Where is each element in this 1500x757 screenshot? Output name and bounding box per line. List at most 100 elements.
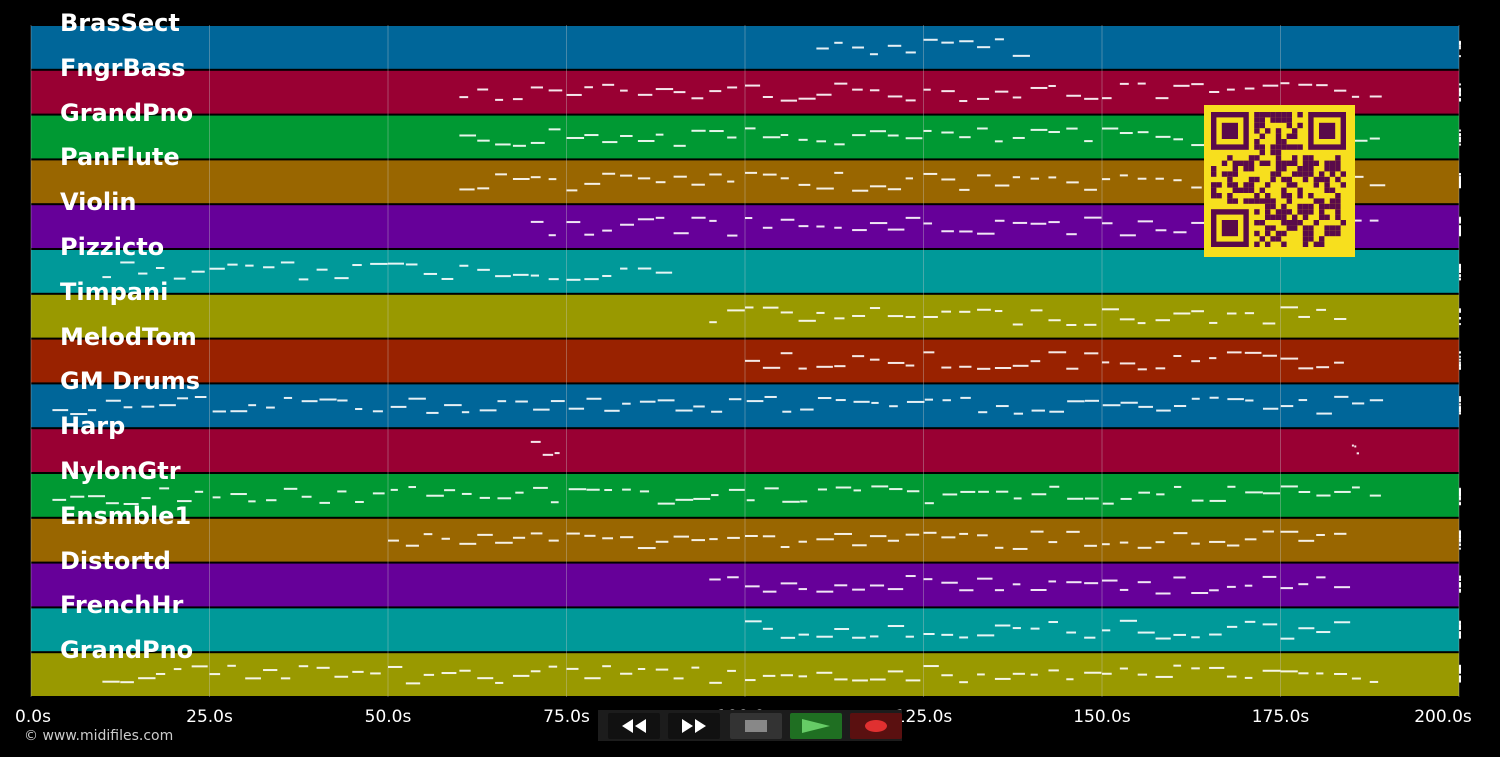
note-bar: [512, 98, 523, 101]
qr-module: [1286, 112, 1292, 118]
note-bar: [655, 668, 669, 671]
note-bar: [959, 100, 968, 103]
note-bar: [959, 136, 971, 139]
note-bar: [1280, 306, 1298, 309]
qr-module: [1302, 209, 1309, 215]
note-bar: [1459, 534, 1461, 537]
note-bar: [639, 490, 650, 493]
track-lane[interactable]: [31, 518, 1459, 562]
qr-module: [1254, 198, 1260, 204]
track-lane[interactable]: [31, 26, 1459, 69]
note-bar: [637, 267, 652, 270]
note-bar: [816, 311, 825, 314]
track-lane[interactable]: [31, 429, 1459, 472]
note-bar: [941, 633, 954, 636]
qr-module: [1281, 214, 1287, 220]
track-lane[interactable]: [31, 563, 1459, 607]
note-bar: [1459, 226, 1461, 229]
note-bar: [1459, 400, 1461, 403]
qr-module: [1335, 209, 1341, 215]
note-bar: [905, 99, 916, 102]
play-button[interactable]: [790, 713, 842, 739]
note-bar: [1066, 233, 1077, 236]
note-bar: [159, 487, 170, 490]
track-lane[interactable]: [31, 474, 1459, 517]
qr-module: [1297, 171, 1303, 177]
note-bar: [602, 83, 615, 86]
note-bar: [780, 177, 789, 180]
note-bar: [1459, 668, 1461, 671]
note-bar: [1459, 590, 1461, 593]
qr-module: [1248, 166, 1255, 172]
note-bar: [1316, 494, 1331, 497]
fast-forward-button[interactable]: [668, 713, 720, 739]
note-bar: [1262, 530, 1274, 533]
note-bar: [355, 408, 363, 411]
note-bar: [905, 51, 916, 54]
note-bar: [905, 137, 923, 140]
note-bar: [869, 307, 881, 310]
note-bar: [869, 584, 885, 587]
qr-module: [1259, 117, 1265, 123]
stop-button[interactable]: [730, 713, 782, 739]
note-bar: [1102, 502, 1114, 505]
note-bar: [745, 585, 760, 588]
qr-module: [1270, 225, 1276, 231]
note-bar: [1459, 633, 1461, 636]
note-bar: [887, 539, 899, 542]
note-bar: [568, 488, 587, 491]
note-bar: [1119, 132, 1133, 135]
note-bar: [1459, 231, 1461, 234]
note-bar: [1459, 678, 1461, 681]
qr-module: [1275, 117, 1282, 123]
note-bar: [691, 666, 700, 669]
note-bar: [1459, 323, 1461, 326]
note-bar: [834, 678, 848, 681]
transport-controls: [598, 710, 902, 741]
track-lane[interactable]: [31, 294, 1459, 338]
note-bar: [1012, 627, 1021, 630]
note-bar: [1280, 357, 1299, 360]
note-bar: [1459, 667, 1461, 670]
note-bar: [444, 404, 462, 407]
track-lane[interactable]: [31, 608, 1459, 652]
track-lane[interactable]: [31, 384, 1459, 428]
note-bar: [620, 134, 633, 137]
note-bar: [959, 636, 969, 639]
note-bar: [709, 538, 718, 541]
note-bar: [1354, 445, 1357, 448]
record-button[interactable]: [850, 713, 902, 739]
qr-module: [1243, 187, 1249, 193]
note-bar: [887, 588, 904, 591]
note-bar: [530, 440, 541, 443]
note-bar: [212, 410, 226, 413]
rewind-button[interactable]: [608, 713, 660, 739]
track-lane[interactable]: [31, 653, 1459, 696]
note-bar: [816, 47, 829, 50]
note-bar: [1102, 672, 1112, 675]
note-bar: [994, 310, 1003, 313]
note-bar: [405, 682, 421, 685]
note-bar: [548, 539, 559, 542]
note-bar: [280, 261, 295, 264]
note-bar: [941, 90, 955, 93]
track-lane[interactable]: [31, 250, 1459, 293]
qr-module: [1232, 198, 1238, 204]
qr-module: [1211, 166, 1217, 172]
note-bar: [155, 266, 165, 269]
time-tick-label: 0.0s: [15, 707, 51, 727]
note-bar: [869, 678, 886, 681]
note-bar: [1459, 83, 1461, 86]
qr-module: [1275, 128, 1282, 134]
note-bar: [1191, 542, 1200, 545]
note-bar: [280, 677, 291, 680]
note-bar: [584, 534, 596, 537]
qr-module: [1281, 220, 1287, 226]
note-bar: [727, 309, 745, 312]
note-bar: [1369, 137, 1380, 140]
qr-module: [1292, 160, 1298, 166]
track-label: NylonGtr: [60, 457, 181, 485]
note-bar: [283, 396, 293, 399]
qr-module: [1254, 241, 1260, 247]
note-bar: [1067, 400, 1085, 403]
